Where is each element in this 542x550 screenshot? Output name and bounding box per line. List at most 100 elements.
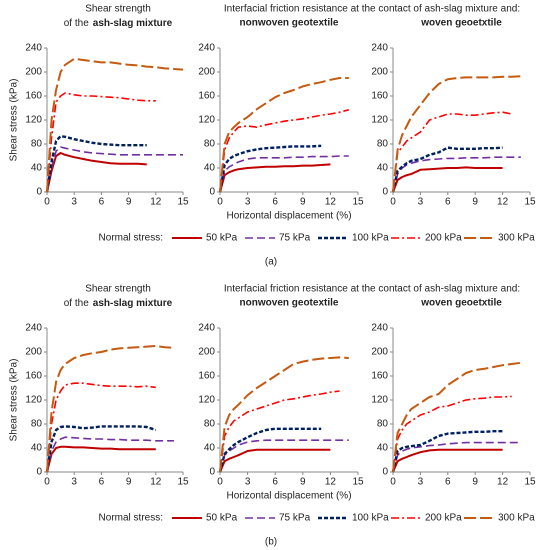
series-line (46, 146, 183, 193)
legend-label: 50 kPa (206, 233, 238, 244)
y-tick-label: 200 (371, 67, 388, 78)
y-tick-label: 0 (209, 467, 215, 478)
x-axis-label: Horizontal displacement (%) (226, 211, 351, 222)
legend-label: 100 kPa (352, 233, 389, 244)
y-tick-label: 80 (204, 139, 216, 150)
series-line (391, 146, 503, 193)
series-line (219, 448, 331, 473)
chart-title: nonwoven geotextile (240, 298, 339, 309)
panel-label: (a) (265, 257, 277, 268)
x-tick-label: 9 (300, 197, 306, 208)
series-line (219, 439, 349, 473)
y-tick-label: 200 (198, 347, 215, 358)
series-line (218, 427, 322, 473)
x-tick-label: 3 (418, 477, 424, 488)
y-tick-label: 240 (371, 323, 388, 334)
y-axis-label: Shear stress (kPa) (9, 79, 20, 162)
series-line (219, 77, 349, 193)
x-tick-label: 12 (325, 197, 337, 208)
x-tick-label: 0 (44, 477, 50, 488)
y-tick-label: 80 (31, 139, 43, 150)
header: Interfacial friction resistance at the c… (224, 284, 520, 295)
legend-label: 200 kPa (425, 233, 462, 244)
x-tick-label: 15 (524, 197, 536, 208)
y-tick-label: 160 (198, 371, 215, 382)
series-line (46, 152, 147, 193)
y-tick-label: 120 (371, 115, 388, 126)
y-tick-label: 40 (204, 443, 216, 454)
x-tick-label: 3 (71, 197, 77, 208)
series-line (46, 345, 174, 473)
y-tick-label: 120 (371, 395, 388, 406)
x-tick-label: 0 (217, 477, 223, 488)
series-line (46, 57, 184, 193)
x-tick-label: 0 (217, 197, 223, 208)
legend-label: 200 kPa (425, 513, 462, 524)
y-tick-label: 40 (31, 163, 43, 174)
y-tick-label: 80 (377, 139, 389, 150)
y-tick-label: 200 (371, 347, 388, 358)
header-part: of the (64, 298, 89, 309)
y-tick-label: 40 (204, 163, 216, 174)
y-tick-label: 0 (36, 187, 42, 198)
chart-title: nonwoven geotextile (240, 18, 339, 29)
header-part: of the (64, 18, 89, 29)
x-tick-label: 6 (272, 477, 278, 488)
y-axis-label: Shear stress (kPa) (9, 359, 20, 442)
x-tick-label: 9 (472, 477, 478, 488)
legend-label: 300 kPa (498, 513, 535, 524)
series-line (45, 425, 157, 473)
panel-label: (b) (265, 537, 277, 548)
y-tick-label: 40 (377, 443, 389, 454)
series-line (46, 445, 156, 473)
y-tick-label: 240 (371, 43, 388, 54)
x-tick-label: 15 (352, 197, 364, 208)
series-line (392, 361, 521, 473)
legend-label: 300 kPa (498, 233, 535, 244)
x-tick-label: 12 (497, 197, 509, 208)
series-line (45, 135, 147, 193)
header: Shear strength (85, 284, 151, 295)
y-tick-label: 80 (31, 419, 43, 430)
y-tick-label: 120 (198, 395, 215, 406)
legend-title: Normal stress: (99, 513, 163, 524)
y-tick-label: 240 (198, 43, 215, 54)
x-tick-label: 0 (44, 197, 50, 208)
y-tick-label: 0 (382, 187, 388, 198)
x-tick-label: 3 (245, 477, 251, 488)
x-tick-label: 0 (390, 477, 396, 488)
y-tick-label: 0 (209, 187, 215, 198)
x-tick-label: 6 (445, 477, 451, 488)
y-tick-label: 200 (25, 347, 42, 358)
series-line (219, 109, 350, 193)
x-tick-label: 9 (126, 477, 132, 488)
chart-title: woven geoetxtile (420, 18, 502, 29)
x-axis-label: Horizontal displacement (%) (226, 491, 351, 502)
series-line (391, 430, 503, 473)
y-tick-label: 0 (36, 467, 42, 478)
x-tick-label: 15 (177, 197, 189, 208)
x-tick-label: 6 (445, 197, 451, 208)
header: of the ash-slag mixture (64, 18, 173, 29)
series-line (46, 436, 174, 473)
header: Shear strength (85, 4, 151, 15)
chart-title: woven geoetxtile (420, 298, 502, 309)
x-tick-label: 9 (300, 477, 306, 488)
y-tick-label: 160 (371, 91, 388, 102)
x-tick-label: 12 (150, 477, 162, 488)
header: of the ash-slag mixture (64, 298, 173, 309)
x-tick-label: 15 (524, 477, 536, 488)
series-line (392, 75, 521, 193)
chart-title: ash-slag mixture (93, 298, 173, 309)
series-line (219, 163, 331, 193)
x-tick-label: 9 (126, 197, 132, 208)
chart-title: ash-slag mixture (93, 18, 173, 29)
series-line (46, 92, 156, 193)
legend-label: 75 kPa (279, 513, 311, 524)
y-tick-label: 40 (31, 443, 43, 454)
series-line (219, 390, 340, 473)
series-line (392, 156, 521, 193)
x-tick-label: 6 (272, 197, 278, 208)
